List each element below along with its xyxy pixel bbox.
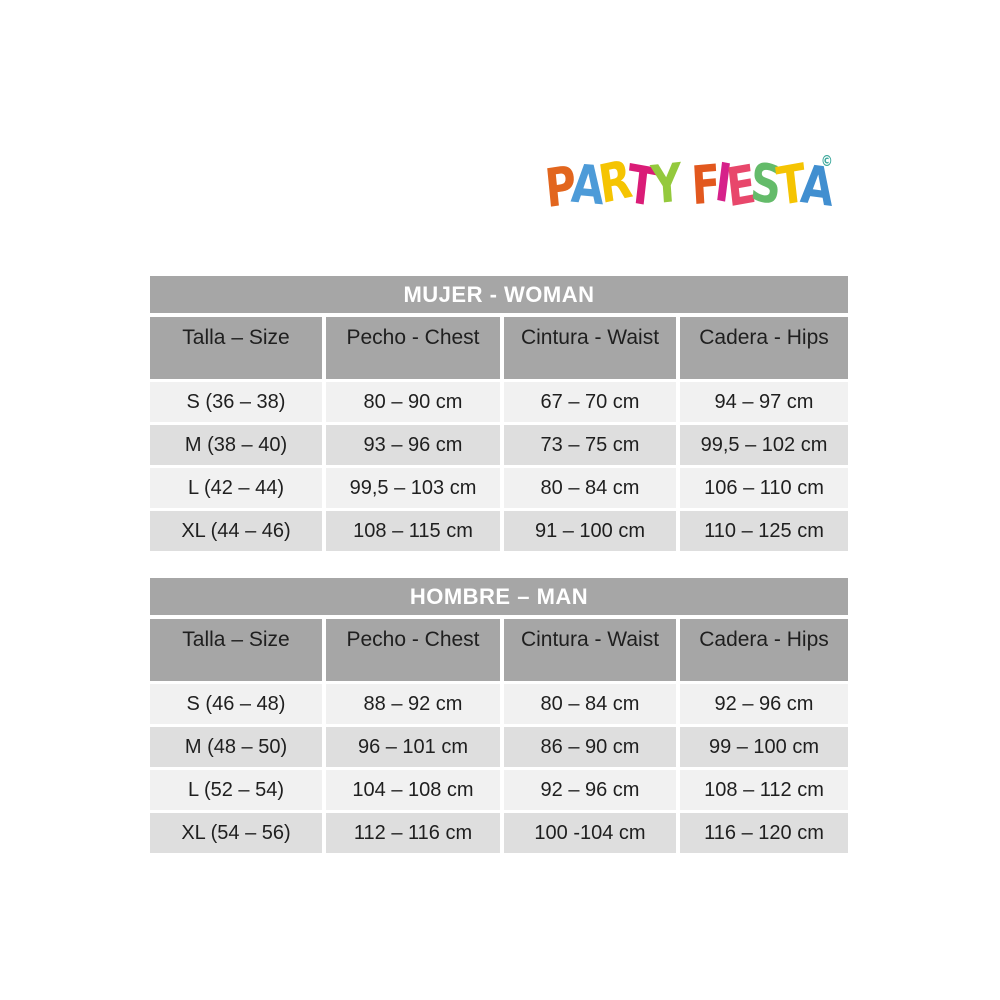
table-cell: S (46 – 48): [150, 684, 322, 724]
table-cell: 108 – 115 cm: [326, 511, 500, 551]
table-cell: 80 – 84 cm: [504, 684, 676, 724]
men-table-grid: Talla – Size Pecho - Chest Cintura - Wai…: [150, 619, 848, 853]
column-header-size: Talla – Size: [150, 317, 322, 379]
table-cell: 91 – 100 cm: [504, 511, 676, 551]
women-size-table: MUJER - WOMAN Talla – Size Pecho - Chest…: [150, 276, 848, 551]
table-cell: 86 – 90 cm: [504, 727, 676, 767]
logo-word-fiesta: F I E S T A ©: [690, 152, 841, 219]
table-cell: 106 – 110 cm: [680, 468, 848, 508]
column-header-chest: Pecho - Chest: [326, 619, 500, 681]
table-cell: 104 – 108 cm: [326, 770, 500, 810]
table-cell: 80 – 90 cm: [326, 382, 500, 422]
table-cell: 116 – 120 cm: [680, 813, 848, 853]
women-table-grid: Talla – Size Pecho - Chest Cintura - Wai…: [150, 317, 848, 551]
column-header-hips: Cadera - Hips: [680, 317, 848, 379]
table-cell: 93 – 96 cm: [326, 425, 500, 465]
table-cell: 110 – 125 cm: [680, 511, 848, 551]
table-cell: XL (44 – 46): [150, 511, 322, 551]
table-cell: 92 – 96 cm: [504, 770, 676, 810]
table-cell: 99 – 100 cm: [680, 727, 848, 767]
table-cell: 96 – 101 cm: [326, 727, 500, 767]
table-cell: S (36 – 38): [150, 382, 322, 422]
table-cell: XL (54 – 56): [150, 813, 322, 853]
table-cell: 73 – 75 cm: [504, 425, 676, 465]
table-cell: 100 -104 cm: [504, 813, 676, 853]
table-cell: L (42 – 44): [150, 468, 322, 508]
table-cell: 99,5 – 103 cm: [326, 468, 500, 508]
table-cell: M (48 – 50): [150, 727, 322, 767]
table-cell: 92 – 96 cm: [680, 684, 848, 724]
logo-word-party: P A R T Y: [542, 149, 684, 220]
table-cell: 99,5 – 102 cm: [680, 425, 848, 465]
table-cell: 80 – 84 cm: [504, 468, 676, 508]
table-cell: 108 – 112 cm: [680, 770, 848, 810]
table-cell: 112 – 116 cm: [326, 813, 500, 853]
table-cell: M (38 – 40): [150, 425, 322, 465]
column-header-waist: Cintura - Waist: [504, 619, 676, 681]
column-header-size: Talla – Size: [150, 619, 322, 681]
copyright-icon: ©: [820, 152, 833, 170]
table-cell: 67 – 70 cm: [504, 382, 676, 422]
men-size-table: HOMBRE – MAN Talla – Size Pecho - Chest …: [150, 578, 848, 853]
table-cell: 94 – 97 cm: [680, 382, 848, 422]
party-fiesta-logo: P A R T Y F I E S T A ©: [542, 149, 841, 220]
women-table-title: MUJER - WOMAN: [150, 276, 848, 313]
logo-letter: Y: [649, 152, 685, 217]
table-cell: 88 – 92 cm: [326, 684, 500, 724]
column-header-hips: Cadera - Hips: [680, 619, 848, 681]
table-cell: L (52 – 54): [150, 770, 322, 810]
column-header-waist: Cintura - Waist: [504, 317, 676, 379]
men-table-title: HOMBRE – MAN: [150, 578, 848, 615]
column-header-chest: Pecho - Chest: [326, 317, 500, 379]
